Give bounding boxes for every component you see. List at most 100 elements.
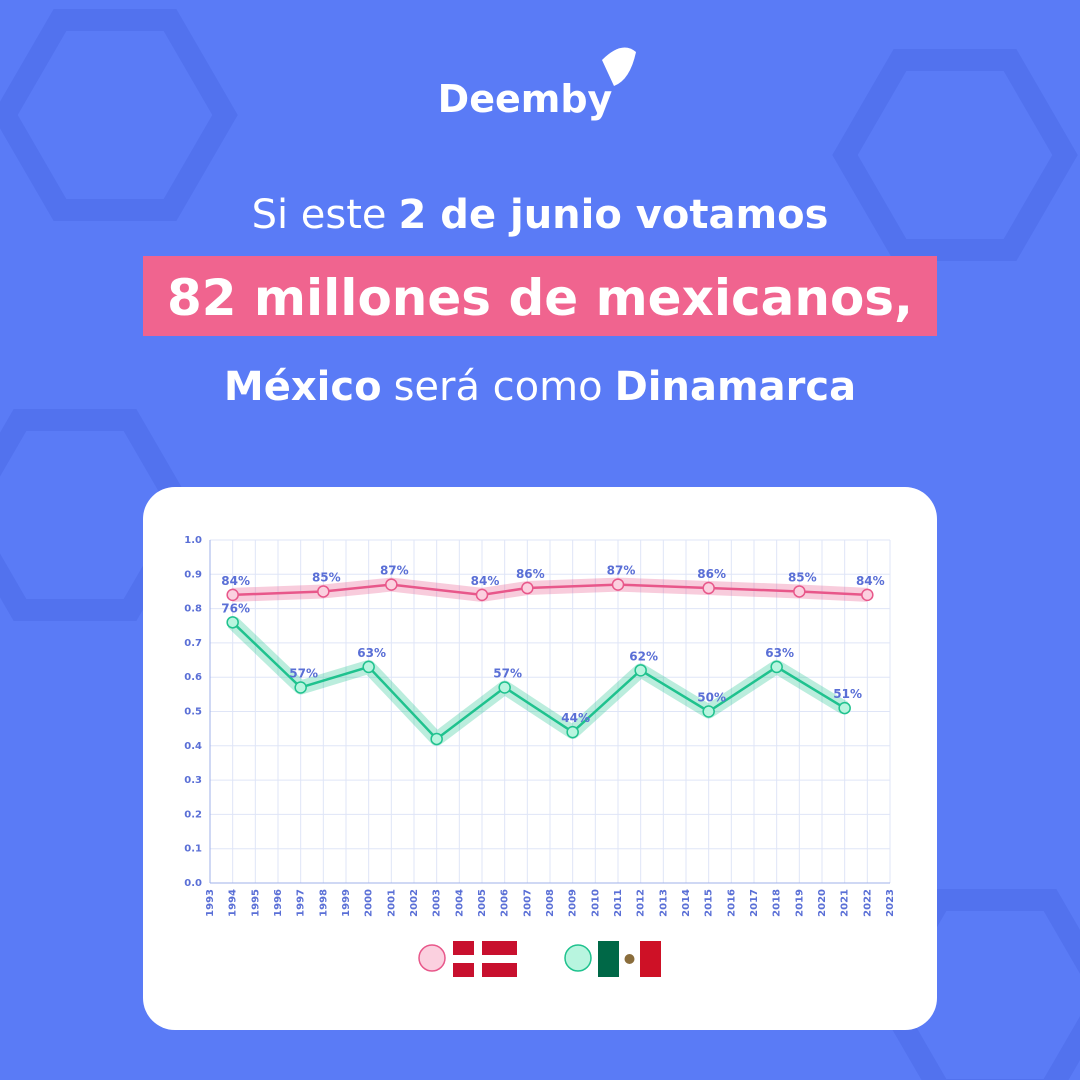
flag-mexico [598,941,619,977]
point [611,578,625,591]
point [793,585,806,598]
headline-1: Si este 2 de junio votamos [252,192,829,238]
x-tick-label: 2003 [432,889,443,917]
flag-emblem [624,954,635,964]
y-tick-label: 0.8 [184,604,202,615]
plot: 0.0 0.1 0.2 0.3 0.4 0.5 0.6 0.7 0.8 0.9 1.0 1993 199… [184,535,896,917]
x-tick-label: 1995 [250,889,261,917]
x-tick-label: 2006 [500,889,511,917]
card [143,487,937,1030]
point [362,660,375,674]
x-tick-label: 2010 [590,889,601,917]
y-tick-label: 0.5 [184,707,202,718]
value-label: 44% [561,711,590,725]
value-label: 84% [856,574,885,588]
value-label: 57% [493,666,522,680]
flag-mexico [640,941,661,977]
value-label: 85% [312,570,341,584]
point [521,581,534,595]
x-tick-label: 2008 [545,889,556,917]
headline-2: 82 millones de mexicanos, [167,269,913,327]
text: Si este [252,192,387,238]
y-tick-label: 0.6 [184,672,202,683]
x-tick-label: 2017 [749,889,760,917]
headline-3: México será como Dinamarca [224,364,856,410]
point [226,588,239,602]
value-label: 50% [697,691,726,705]
x-tick-label: 2015 [704,889,715,917]
legend-marker [564,944,592,972]
legend [418,941,661,977]
series-line [231,621,846,741]
point [861,588,874,602]
x-tick-label: 1999 [341,889,352,917]
value-label: 87% [380,564,409,578]
x-tick-label: 2013 [658,889,669,917]
x-tick-label: 1996 [273,889,284,917]
point [770,660,783,674]
legend-marker [418,944,446,972]
y-tick-label: 0.9 [184,569,202,580]
point [498,681,511,694]
flag-cross [453,955,517,963]
x-tick-label: 2018 [772,889,783,917]
logo: Deemby [438,77,613,121]
point [634,664,647,677]
highlight [143,256,937,336]
logo-icon [602,47,636,86]
x-tick-label: 1994 [228,889,239,917]
x-tick-label: 2023 [885,889,896,917]
x-tick-label: 2000 [364,889,375,917]
point [385,578,398,591]
value-label: 57% [289,666,318,680]
point [317,585,330,598]
y-tick-label: 0.0 [184,878,202,889]
x-tick-label: 2001 [386,889,397,917]
x-tick-label: 1998 [318,889,329,917]
x-tick-label: 2002 [409,889,420,917]
x-tick-label: 2022 [862,889,873,917]
value-label: 84% [221,574,250,588]
x-tick-label: 1997 [296,889,307,917]
x-tick-label: 2007 [522,889,533,917]
point [475,588,489,602]
x-tick-label: 2005 [477,889,488,917]
x-tick-label: 2016 [726,889,737,917]
point [566,725,579,739]
value-label: 63% [357,646,386,660]
value-label: 85% [788,570,817,584]
x-tick-label: 2009 [568,889,579,917]
x-tick-label: 2014 [681,889,692,917]
x-tick-label: 1993 [205,889,216,917]
y-tick-label: 0.1 [184,844,202,855]
value-label: 63% [765,646,794,660]
x-tick-label: 2020 [817,889,828,917]
y-tick-label: 0.3 [184,775,202,786]
value-label: 84% [471,574,500,588]
y-tick-label: 0.2 [184,809,202,820]
x-tick-label: 2012 [636,889,647,917]
y-tick-label: 0.4 [184,741,202,752]
text: será como [394,364,603,410]
point [294,681,307,694]
value-label: 86% [697,567,726,581]
point [702,581,715,595]
text-bold: Dinamarca [615,364,856,410]
value-label: 62% [629,649,658,663]
point [430,732,443,746]
text-bold: 2 de junio votamos [399,192,829,238]
value-label: 51% [833,687,862,701]
point [226,616,239,629]
point [702,705,715,718]
x-tick-label: 2011 [613,889,624,917]
point [838,701,851,715]
value-label: 87% [607,564,636,578]
x-tick-label: 2021 [840,889,851,917]
x-tick-label: 2019 [794,889,805,917]
text-bold: México [224,364,382,410]
y-tick-label: 1.0 [184,535,202,546]
y-tick-label: 0.7 [184,638,202,649]
x-tick-label: 2004 [454,889,465,917]
value-label: 86% [516,567,545,581]
